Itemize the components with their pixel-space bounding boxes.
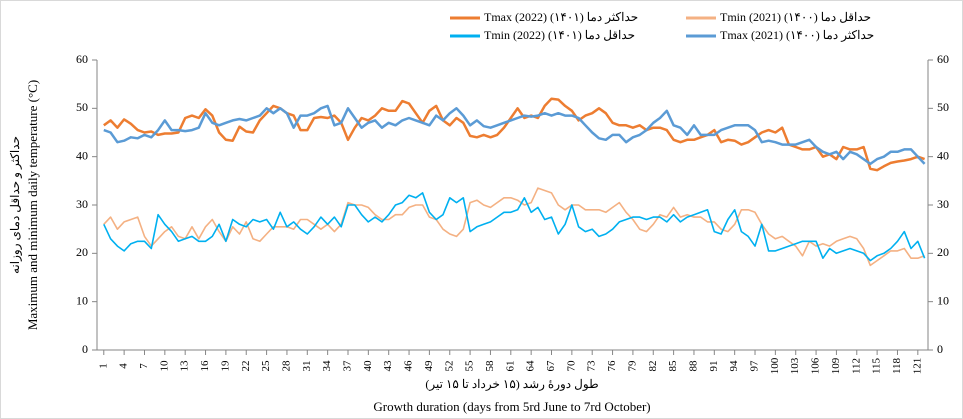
x-tick-label: 22	[240, 361, 252, 372]
x-tick-label: 13	[179, 360, 191, 372]
legend-label: Tmin (2022) (۱۴۰۱) حداقل دما	[484, 28, 635, 42]
x-tick-label: 37	[342, 360, 354, 372]
y2-tick-label: 30	[937, 197, 949, 211]
y2-tick-label: 20	[937, 245, 949, 259]
legend-label: Tmax (2021) (۱۴۰۰) حداکثر دما	[720, 28, 874, 42]
x-tick-label: 103	[789, 357, 801, 374]
x-tick-label: 25	[260, 360, 272, 372]
x-tick-label: 55	[464, 360, 476, 372]
y-tick-label: 40	[76, 148, 88, 162]
y2-tick-label: 50	[937, 100, 949, 114]
x-tick-label: 94	[728, 360, 740, 372]
x-tick-label: 82	[647, 361, 659, 372]
x-tick-label: 1	[97, 363, 109, 369]
x-tick-label: 64	[525, 360, 537, 372]
legend-label: Tmin (2021) (۱۴۰۰) حداقل دما	[720, 10, 871, 24]
x-tick-label: 70	[565, 360, 577, 372]
series-line	[103, 187, 925, 267]
series-line	[103, 192, 926, 262]
x-tick-label: 40	[362, 360, 374, 372]
y-tick-label: 0	[82, 342, 88, 356]
x-tick-label: 112	[850, 358, 862, 374]
x-axis-label: Growth duration (days from 5rd June to 7…	[373, 399, 650, 414]
y-tick-label: 60	[76, 52, 88, 66]
x-tick-label: 115	[871, 357, 883, 374]
x-tick-label: 79	[626, 360, 638, 372]
x-tick-label: 76	[606, 360, 618, 372]
y-axis-label: Maximum and minimum daily temperature (°…	[25, 80, 40, 330]
x-tick-label: 10	[158, 360, 170, 372]
x-tick-label: 4	[118, 363, 130, 369]
x-tick-label: 52	[443, 361, 455, 372]
x-tick-label: 106	[810, 357, 822, 374]
x-tick-label: 7	[138, 363, 150, 369]
x-tick-label: 109	[830, 357, 842, 374]
x-tick-label: 97	[749, 360, 761, 372]
x-tick-label: 58	[484, 360, 496, 372]
series-line	[103, 97, 926, 172]
x-tick-label: 121	[911, 358, 923, 375]
x-axis-label-fa: طول دورهٔ رشد (۱۵ خرداد تا ۱۵ تیر)	[425, 377, 598, 391]
x-tick-label: 43	[382, 360, 394, 372]
x-tick-label: 67	[545, 360, 557, 372]
x-tick-label: 46	[403, 360, 415, 372]
y2-tick-label: 60	[937, 52, 949, 66]
y-tick-label: 50	[76, 100, 88, 114]
x-tick-label: 31	[301, 361, 313, 372]
y2-tick-label: 40	[937, 148, 949, 162]
x-tick-label: 28	[280, 360, 292, 372]
x-tick-label: 19	[219, 360, 231, 372]
y-axis-label-fa: حداکثر و حداقل دمای روزانه	[8, 136, 22, 274]
x-tick-label: 73	[586, 360, 598, 372]
x-tick-label: 61	[504, 361, 516, 372]
x-tick-label: 118	[891, 357, 903, 374]
legend-label: Tmax (2022) (۱۴۰۱) حداکثر دما	[484, 10, 638, 24]
x-tick-label: 49	[423, 360, 435, 372]
x-tick-label: 100	[769, 357, 781, 374]
y-tick-label: 30	[76, 197, 88, 211]
x-tick-label: 16	[199, 360, 211, 372]
series-line	[103, 104, 926, 166]
y2-tick-label: 10	[937, 293, 949, 307]
x-tick-label: 85	[667, 360, 679, 372]
y2-tick-label: 0	[937, 342, 943, 356]
y-tick-label: 10	[76, 293, 88, 307]
x-tick-label: 91	[708, 361, 720, 372]
x-tick-label: 34	[321, 360, 333, 372]
x-tick-label: 88	[687, 360, 699, 372]
y-tick-label: 20	[76, 245, 88, 259]
